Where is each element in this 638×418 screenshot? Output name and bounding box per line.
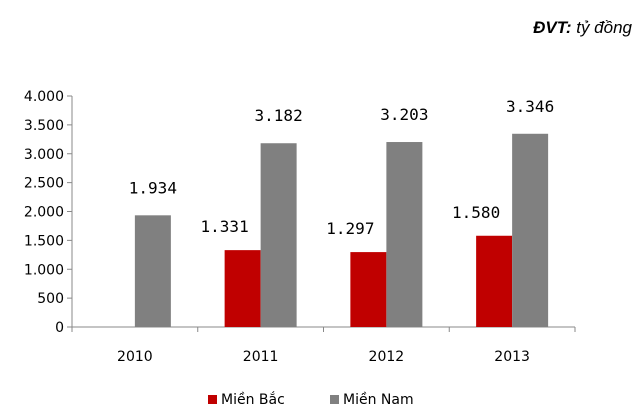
bar (350, 252, 387, 327)
y-tick-label: 4.000 (24, 89, 64, 105)
data-label: 1.331 (201, 217, 249, 236)
bar (134, 215, 171, 327)
data-label: 1.297 (326, 219, 374, 238)
data-label: 3.182 (255, 106, 303, 125)
x-tick-label: 2013 (494, 349, 530, 365)
legend-label: Miền Nam (343, 391, 414, 408)
data-label: 3.203 (380, 105, 428, 124)
bar (260, 143, 297, 327)
y-tick-label: 1.500 (24, 233, 64, 249)
bar (224, 250, 261, 327)
unit-value: tỷ đồng (576, 18, 632, 37)
legend-swatch (208, 395, 217, 404)
x-tick-label: 2010 (117, 349, 153, 365)
bar (476, 235, 513, 327)
y-tick-label: 3.500 (24, 118, 64, 134)
y-tick-label: 2.500 (24, 176, 64, 192)
y-tick-label: 0 (55, 320, 64, 336)
y-tick-label: 1.000 (24, 262, 64, 278)
unit-label: ĐVT: (533, 18, 572, 37)
data-label: 1.934 (129, 178, 177, 197)
bar (386, 142, 423, 327)
data-label: 1.580 (452, 203, 500, 222)
y-tick-label: 500 (37, 291, 64, 307)
x-tick-label: 2011 (243, 349, 279, 365)
x-tick-label: 2012 (369, 349, 405, 365)
y-tick-label: 3.000 (24, 147, 64, 163)
y-tick-label: 2.000 (24, 205, 64, 221)
bar (512, 133, 549, 327)
unit-note: ĐVT: tỷ đồng (533, 18, 632, 38)
legend-swatch (330, 395, 339, 404)
data-label: 3.346 (506, 97, 554, 116)
legend-label: Miền Bắc (221, 391, 285, 408)
